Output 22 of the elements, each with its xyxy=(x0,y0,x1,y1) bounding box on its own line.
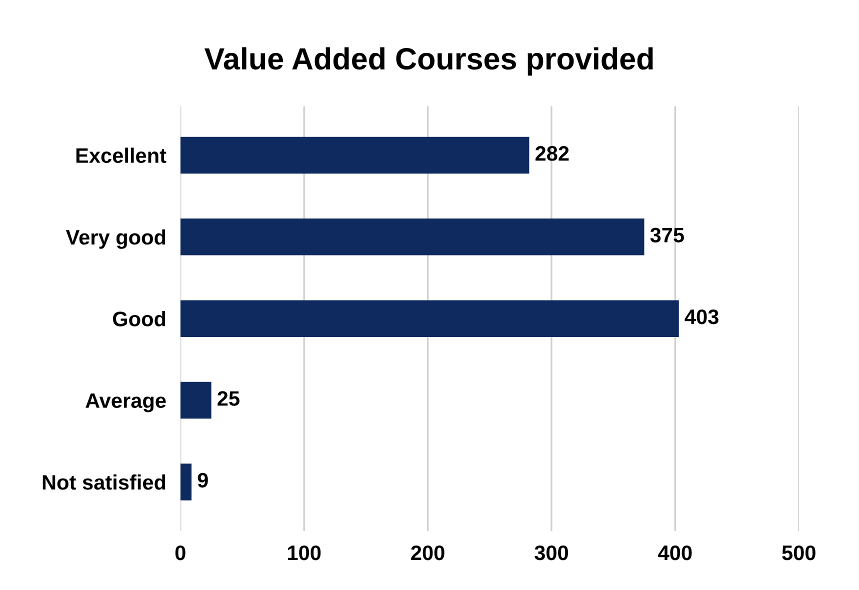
y-tick-label: Excellent xyxy=(76,148,166,163)
x-tick-label: 200 xyxy=(411,545,444,560)
bar xyxy=(180,136,530,174)
bar xyxy=(180,382,212,419)
data-label: 282 xyxy=(535,146,569,161)
bar xyxy=(180,464,192,500)
x-tick-label: 400 xyxy=(658,545,692,560)
bar xyxy=(180,300,679,337)
chart-title: Value Added Courses provided xyxy=(204,47,653,76)
y-tick-label: Good xyxy=(112,311,166,326)
data-label: 403 xyxy=(684,309,718,324)
x-tick-label: 100 xyxy=(288,545,321,560)
x-tick-label: 300 xyxy=(534,545,568,560)
y-tick-label: Very good xyxy=(66,229,166,249)
data-label: 25 xyxy=(218,391,240,406)
x-tick-label: 500 xyxy=(782,545,816,560)
bar xyxy=(180,218,644,256)
data-label: 375 xyxy=(650,228,684,243)
y-tick-label: Average xyxy=(86,393,166,412)
x-tick-label: 0 xyxy=(175,545,186,560)
y-tick-label: Not satisfied xyxy=(42,474,166,490)
data-label: 9 xyxy=(198,472,208,488)
